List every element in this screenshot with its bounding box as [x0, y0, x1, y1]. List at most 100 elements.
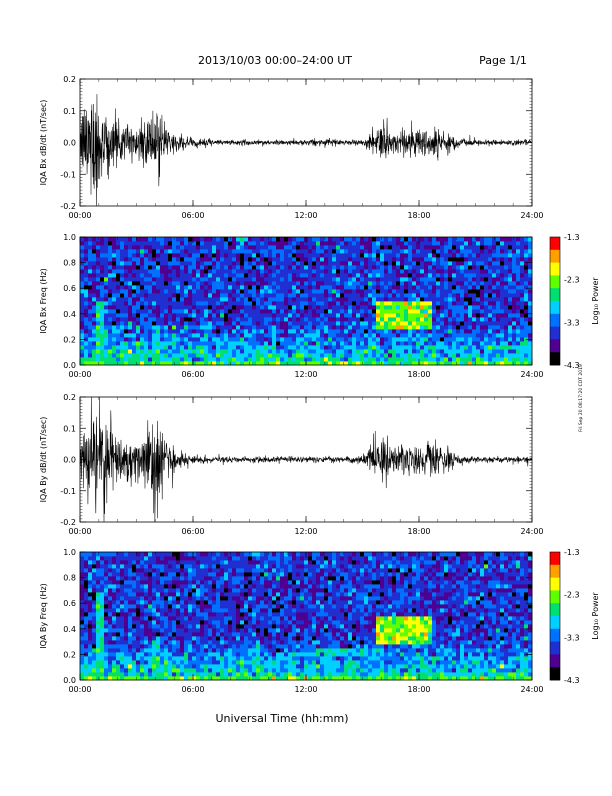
spectrogram-cell: [268, 281, 272, 285]
spectrogram-cell: [296, 257, 300, 261]
spectrogram-cell: [472, 345, 476, 349]
spectrogram-cell: [208, 357, 212, 361]
spectrogram-cell: [132, 313, 136, 317]
spectrogram-cell: [244, 257, 248, 261]
spectrogram-cell: [504, 345, 508, 349]
spectrogram-cell: [184, 317, 188, 321]
spectrogram-cell: [384, 357, 388, 361]
spectrogram-cell: [444, 257, 448, 261]
spectrogram-cell: [420, 329, 424, 333]
spectrogram-cell: [120, 277, 124, 281]
spectrogram-cell: [352, 317, 356, 321]
spectrogram-cell: [224, 293, 228, 297]
spectrogram-cell: [292, 321, 296, 325]
spectrogram-cell: [520, 333, 524, 337]
spectrogram-cell: [356, 305, 360, 309]
spectrogram-cell: [228, 261, 232, 265]
spectrogram-cell: [472, 301, 476, 305]
spectrogram-cell: [408, 317, 412, 321]
spectrogram-cell: [96, 341, 100, 345]
spectrogram-cell: [320, 301, 324, 305]
spectrogram-cell: [312, 301, 316, 305]
spectrogram-cell: [88, 329, 92, 333]
spectrogram-cell: [292, 329, 296, 333]
spectrogram-cell: [116, 257, 120, 261]
spectrogram-cell: [236, 325, 240, 329]
spectrogram-cell: [152, 660, 156, 664]
spectrogram-cell: [168, 584, 172, 588]
spectrogram-cell: [432, 253, 436, 257]
spectrogram-cell: [264, 297, 268, 301]
spectrogram-cell: [216, 245, 220, 249]
spectrogram-cell: [420, 353, 424, 357]
spectrogram-cell: [320, 309, 324, 313]
spectrogram-cell: [120, 668, 124, 672]
spectrogram-cell: [408, 305, 412, 309]
spectrogram-cell: [516, 341, 520, 345]
spectrogram-cell: [96, 237, 100, 241]
spectrogram-cell: [140, 297, 144, 301]
spectrogram-cell: [456, 321, 460, 325]
spectrogram-cell: [260, 333, 264, 337]
spectrogram-cell: [384, 277, 388, 281]
spectrogram-cell: [264, 237, 268, 241]
spectrogram-cell: [176, 309, 180, 313]
spectrogram-cell: [156, 576, 160, 580]
spectrogram-cell: [332, 349, 336, 353]
spectrogram-cell: [456, 241, 460, 245]
spectrogram-cell: [292, 317, 296, 321]
spectrogram-cell: [108, 345, 112, 349]
spectrogram-cell: [156, 636, 160, 640]
spectrogram-cell: [176, 269, 180, 273]
spectrogram-cell: [148, 624, 152, 628]
spectrogram-cell: [212, 245, 216, 249]
spectrogram-cell: [112, 584, 116, 588]
spectrogram-cell: [124, 241, 128, 245]
spectrogram-cell: [88, 556, 92, 560]
spectrogram-cell: [176, 612, 180, 616]
spectrogram-cell: [120, 600, 124, 604]
spectrogram-cell: [488, 249, 492, 253]
spectrogram-cell: [464, 305, 468, 309]
spectrogram-cell: [468, 249, 472, 253]
spectrogram-cell: [448, 289, 452, 293]
spectrogram-cell: [516, 285, 520, 289]
spectrogram-cell: [96, 576, 100, 580]
spectrogram-cell: [124, 624, 128, 628]
spectrogram-cell: [148, 596, 152, 600]
spectrogram-cell: [124, 560, 128, 564]
spectrogram-cell: [128, 317, 132, 321]
spectrogram-cell: [352, 293, 356, 297]
spectrogram-cell: [140, 652, 144, 656]
spectrogram-cell: [316, 321, 320, 325]
spectrogram-cell: [84, 273, 88, 277]
spectrogram-cell: [180, 285, 184, 289]
spectrogram-cell: [152, 281, 156, 285]
spectrogram-cell: [368, 301, 372, 305]
spectrogram-cell: [396, 301, 400, 305]
spectrogram-cell: [112, 357, 116, 361]
spectrogram-cell: [508, 261, 512, 265]
spectrogram-cell: [504, 249, 508, 253]
spectrogram-cell: [140, 560, 144, 564]
spectrogram-cell: [132, 656, 136, 660]
spectrogram-cell: [120, 269, 124, 273]
spectrogram-cell: [172, 628, 176, 632]
spectrogram-cell: [148, 321, 152, 325]
spectrogram-cell: [356, 301, 360, 305]
spectrogram-cell: [336, 309, 340, 313]
spectrogram-cell: [388, 289, 392, 293]
spectrogram-cell: [128, 337, 132, 341]
spectrogram-cell: [332, 253, 336, 257]
spectrogram-cell: [272, 297, 276, 301]
spectrogram-cell: [156, 600, 160, 604]
spectrogram-cell: [272, 325, 276, 329]
spectrogram-cell: [508, 321, 512, 325]
spectrogram-cell: [500, 261, 504, 265]
spectrogram-cell: [184, 592, 188, 596]
spectrogram-cell: [136, 624, 140, 628]
spectrogram-cell: [152, 253, 156, 257]
spectrogram-cell: [448, 237, 452, 241]
spectrogram-cell: [280, 301, 284, 305]
spectrogram-cell: [124, 636, 128, 640]
